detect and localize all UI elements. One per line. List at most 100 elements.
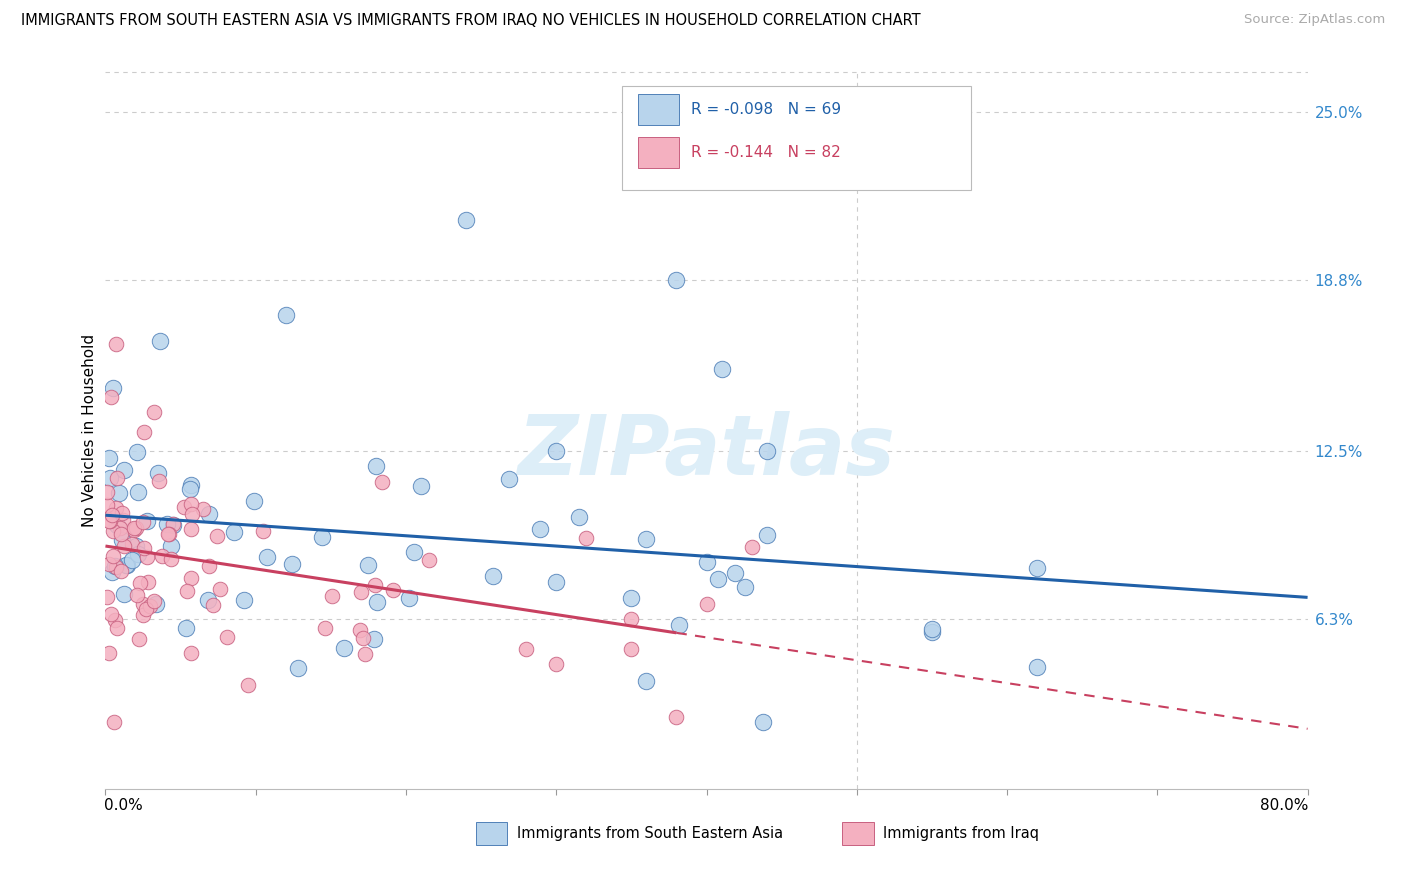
Point [546, 443, 568, 458]
Point [180, 497, 202, 511]
Point [173, 500, 195, 515]
Point [122, 521, 145, 535]
Point [145, 597, 167, 611]
Point [149, 334, 172, 348]
Point [98, 514, 121, 528]
Point [132, 425, 155, 439]
Point [108, 521, 131, 535]
Point [103, 714, 125, 729]
Point [97, 451, 120, 466]
Point [96, 485, 118, 500]
Point [110, 564, 132, 578]
Point [127, 588, 149, 602]
Point [370, 475, 392, 489]
Point [202, 598, 225, 612]
Point [121, 552, 143, 566]
Point [515, 641, 537, 656]
Point [217, 630, 239, 644]
Point [176, 584, 198, 599]
Point [568, 510, 591, 524]
Point [197, 593, 219, 607]
Point [179, 483, 201, 497]
Point [222, 524, 245, 539]
Point [176, 621, 198, 635]
Point [546, 657, 568, 671]
Point [100, 607, 122, 621]
Point [132, 597, 155, 611]
Point [146, 466, 169, 480]
Point [363, 578, 385, 592]
Point [710, 362, 733, 376]
Point [256, 549, 278, 564]
Point [111, 513, 134, 527]
Point [138, 599, 160, 614]
Point [363, 632, 385, 646]
Point [243, 494, 266, 508]
Point [112, 463, 135, 477]
Point [321, 589, 343, 603]
Point [233, 593, 256, 607]
Point [108, 486, 131, 500]
Point [98, 471, 121, 485]
Point [498, 472, 520, 486]
Point [546, 575, 568, 590]
Point [236, 678, 259, 692]
Point [132, 608, 155, 623]
Point [124, 523, 146, 537]
Point [620, 641, 643, 656]
Point [156, 516, 179, 531]
Point [350, 585, 373, 599]
Point [741, 540, 763, 554]
Point [105, 621, 128, 635]
Text: 0.0%: 0.0% [104, 798, 143, 813]
Point [191, 502, 214, 516]
Point [181, 507, 204, 521]
Point [121, 537, 143, 551]
Point [134, 541, 156, 556]
Point [96, 498, 118, 512]
Point [125, 521, 148, 535]
Point [156, 527, 179, 541]
Point [136, 550, 159, 565]
FancyBboxPatch shape [638, 136, 679, 169]
Point [148, 475, 170, 489]
Point [280, 558, 302, 572]
Point [128, 632, 150, 646]
Point [98, 557, 121, 571]
Point [636, 532, 658, 546]
Point [143, 405, 166, 419]
Point [274, 308, 297, 322]
Point [198, 507, 221, 521]
Point [97, 646, 120, 660]
Point [208, 582, 231, 596]
Point [159, 551, 181, 566]
Point [620, 612, 643, 626]
Point [180, 522, 202, 536]
Point [101, 508, 124, 522]
Point [1026, 560, 1049, 574]
Point [103, 549, 125, 564]
Point [665, 273, 688, 287]
Point [104, 558, 127, 573]
Text: 80.0%: 80.0% [1260, 798, 1309, 813]
Point [110, 506, 132, 520]
Point [105, 518, 128, 533]
Text: R = -0.144   N = 82: R = -0.144 N = 82 [690, 145, 841, 160]
Point [636, 673, 658, 688]
Point [180, 646, 202, 660]
Text: IMMIGRANTS FROM SOUTH EASTERN ASIA VS IMMIGRANTS FROM IRAQ NO VEHICLES IN HOUSEH: IMMIGRANTS FROM SOUTH EASTERN ASIA VS IM… [21, 13, 921, 29]
FancyBboxPatch shape [638, 94, 679, 125]
Point [112, 587, 135, 601]
Point [150, 549, 173, 564]
Point [755, 443, 778, 458]
Point [353, 647, 375, 661]
Point [1026, 660, 1049, 674]
Text: Immigrants from Iraq: Immigrants from Iraq [883, 827, 1039, 841]
Point [207, 529, 229, 543]
Text: Immigrants from South Eastern Asia: Immigrants from South Eastern Asia [516, 827, 783, 841]
Y-axis label: No Vehicles in Household: No Vehicles in Household [82, 334, 97, 527]
Point [314, 621, 336, 635]
Point [127, 547, 149, 561]
Text: R = -0.098   N = 69: R = -0.098 N = 69 [690, 102, 841, 117]
Point [418, 553, 440, 567]
